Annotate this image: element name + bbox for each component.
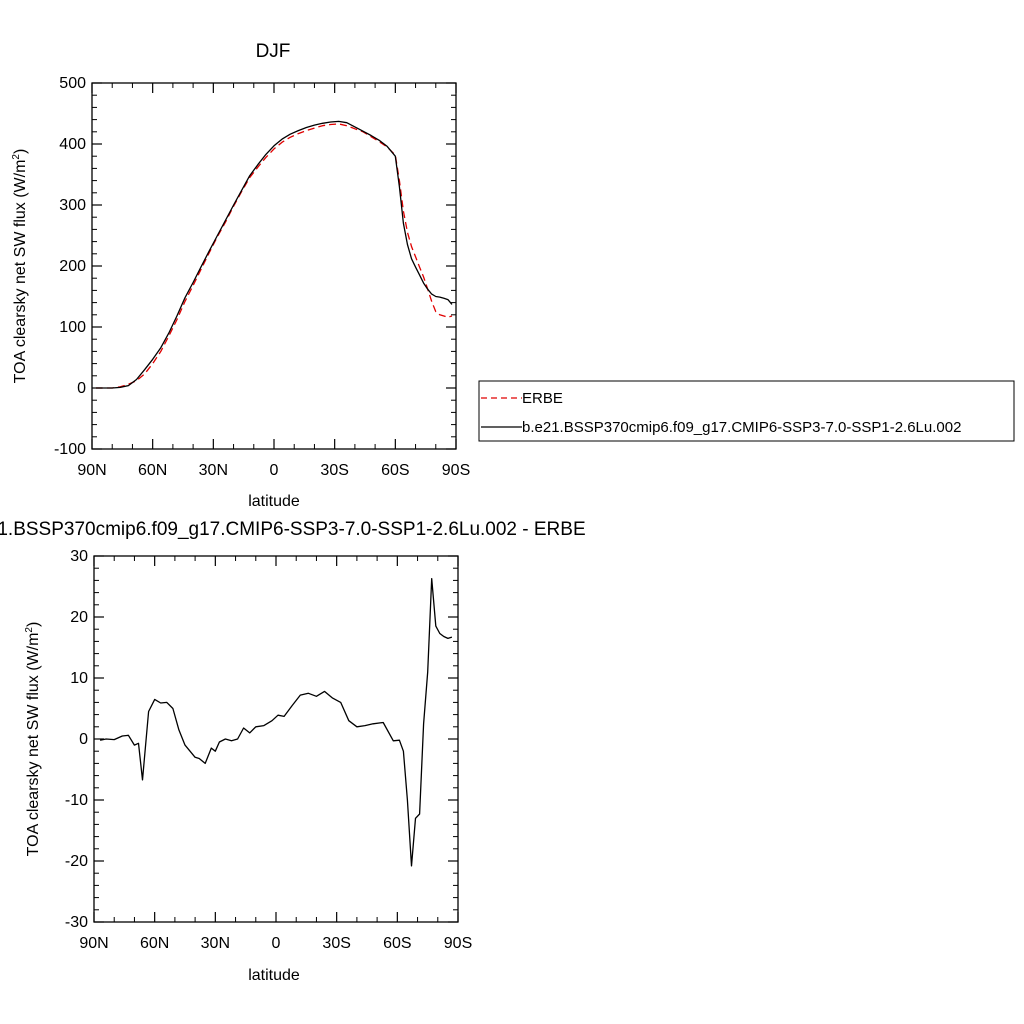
bottom-panel-title: b.e21.BSSP370cmip6.f09_g17.CMIP6-SSP3-7.… (0, 519, 586, 540)
top-y-axis-label-superscript: 2 (11, 154, 22, 160)
top-x-axis-label: latitude (248, 493, 300, 510)
bottom-x-tick-label: 0 (272, 935, 281, 952)
top-panel: DJF 90N 60N 30N 0 30S 60S 90S -100 0 100 200 300 400… (11, 41, 470, 510)
bottom-y-tick-label: 10 (70, 670, 88, 687)
bottom-x-tick-label: 90N (79, 935, 108, 952)
bottom-y-tick-label: -10 (65, 792, 88, 809)
bottom-y-tick-label: 30 (70, 548, 88, 565)
top-y-tick-label: 400 (59, 136, 86, 153)
top-series-group (96, 120, 453, 389)
bottom-x-tick-label: 30S (322, 935, 350, 952)
top-x-tick-label: 30N (199, 462, 228, 479)
top-axis-ticks: 90N 60N 30N 0 30S 60S 90S -100 0 100 200 300 400 500 (54, 75, 470, 479)
top-y-tick-label: 200 (59, 258, 86, 275)
top-x-tick-label: 60N (138, 462, 167, 479)
top-y-axis-label-end: ) (12, 149, 29, 154)
bottom-x-tick-label: 60S (383, 935, 411, 952)
bottom-y-axis-label-main: TOA clearsky net SW flux (W/m (25, 633, 42, 857)
bottom-y-axis-label-end: ) (25, 622, 42, 627)
top-x-tick-label: 30S (320, 462, 348, 479)
bottom-series-line-0 (99, 577, 453, 867)
bottom-y-tick-label: -20 (65, 853, 88, 870)
top-series-line-1 (96, 120, 453, 389)
legend-box (478, 380, 1015, 442)
bottom-x-tick-label: 90S (444, 935, 472, 952)
bottom-y-tick-label: -30 (65, 914, 88, 931)
bottom-y-axis-label-superscript: 2 (24, 627, 35, 633)
top-y-axis-label: TOA clearsky net SW flux (W/m2) (11, 149, 29, 384)
top-y-tick-label: 100 (59, 319, 86, 336)
bottom-series-group (99, 577, 453, 867)
top-series-line-0 (96, 123, 453, 389)
bottom-x-tick-label: 30N (201, 935, 230, 952)
top-y-tick-label: -100 (54, 441, 86, 458)
top-y-tick-label: 0 (77, 380, 86, 397)
top-y-tick-label: 500 (59, 75, 86, 92)
top-x-tick-label: 60S (381, 462, 409, 479)
bottom-plot-frame (93, 555, 459, 923)
legend: ERBE b.e21.BSSP370cmip6.f09_g17.CMIP6-SS… (478, 380, 1015, 442)
legend-label-erbe: ERBE (522, 390, 563, 407)
bottom-x-axis-label: latitude (248, 967, 300, 984)
bottom-y-axis-label: TOA clearsky net SW flux (W/m2) (24, 622, 42, 857)
top-x-tick-label: 90S (442, 462, 470, 479)
bottom-axis-ticks: 90N 60N 30N 0 30S 60S 90S -30 -20 -10 0 10 20 30 (65, 548, 472, 952)
top-panel-title: DJF (256, 41, 291, 62)
legend-label-model: b.e21.BSSP370cmip6.f09_g17.CMIP6-SSP3-7.… (522, 419, 961, 436)
top-y-tick-label: 300 (59, 197, 86, 214)
bottom-y-tick-label: 0 (79, 731, 88, 748)
top-plot-frame (91, 82, 457, 450)
top-x-tick-label: 90N (77, 462, 106, 479)
bottom-y-tick-label: 20 (70, 609, 88, 626)
bottom-panel: b.e21.BSSP370cmip6.f09_g17.CMIP6-SSP3-7.… (0, 519, 586, 984)
top-y-axis-label-main: TOA clearsky net SW flux (W/m (12, 160, 29, 384)
top-x-tick-label: 0 (270, 462, 279, 479)
bottom-x-tick-label: 60N (140, 935, 169, 952)
